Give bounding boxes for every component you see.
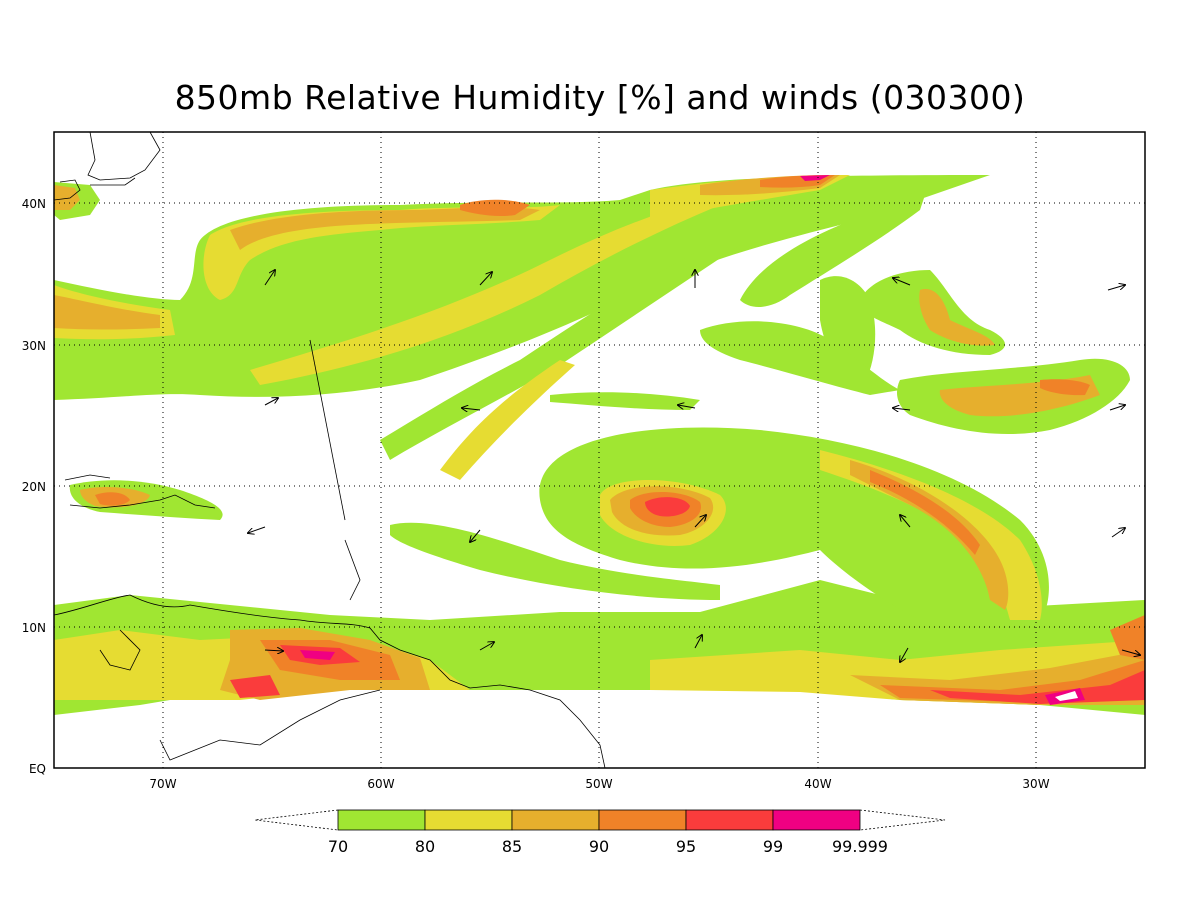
wind-arrow xyxy=(248,526,266,533)
wind-arrows xyxy=(248,270,1140,662)
colorbar-right-extension xyxy=(859,809,946,831)
colorbar: 70 80 85 90 95 99 99.999 xyxy=(254,809,946,856)
colorbar-label-99999: 99.999 xyxy=(832,837,888,856)
lat-axis: 40N 30N 20N 10N EQ xyxy=(22,197,46,776)
wind-arrow xyxy=(1107,285,1125,291)
colorbar-swatch xyxy=(772,809,861,831)
lon-axis: 70W 60W 50W 40W 30W xyxy=(149,777,1049,791)
colorbar-left-extension xyxy=(254,809,339,831)
colorbar-swatch xyxy=(511,809,600,831)
lat-label-eq: EQ xyxy=(29,762,46,776)
wind-arrow xyxy=(1121,649,1140,655)
colorbar-swatch xyxy=(598,809,687,831)
wind-arrow xyxy=(694,635,702,649)
wind-arrow xyxy=(900,515,911,528)
coastlines xyxy=(54,132,606,768)
lon-label-40w: 40W xyxy=(804,777,831,791)
lat-label-10n: 10N xyxy=(22,621,46,635)
wind-arrow xyxy=(479,272,492,286)
wind-arrow xyxy=(893,408,911,410)
colorbar-label-80: 80 xyxy=(415,837,435,856)
page-title: 850mb Relative Humidity [%] and winds (0… xyxy=(174,78,1026,117)
wind-arrow xyxy=(470,529,481,542)
colorbar-swatch xyxy=(685,809,774,831)
wind-arrow xyxy=(479,642,494,651)
wind-arrow xyxy=(462,408,481,410)
wind-arrow xyxy=(1109,405,1125,411)
wind-arrow xyxy=(694,515,706,528)
colorbar-label-95: 95 xyxy=(676,837,696,856)
wind-arrow xyxy=(900,647,909,662)
lat-label-40n: 40N xyxy=(22,197,46,211)
colorbar-label-85: 85 xyxy=(502,837,522,856)
lon-label-50w: 50W xyxy=(585,777,612,791)
wind-arrow xyxy=(1111,528,1125,538)
lat-label-30n: 30N xyxy=(22,339,46,353)
wind-arrow xyxy=(264,270,275,286)
colorbar-swatch xyxy=(337,809,426,831)
colorbar-label-70: 70 xyxy=(328,837,348,856)
graticule xyxy=(54,132,1145,768)
wind-arrow xyxy=(264,398,278,406)
wind-arrow xyxy=(264,650,283,651)
map-frame xyxy=(53,131,1146,769)
wind-arrow xyxy=(893,278,911,286)
wind-arrow xyxy=(678,405,696,408)
lat-label-20n: 20N xyxy=(22,480,46,494)
lon-label-70w: 70W xyxy=(149,777,176,791)
colorbar-label-90: 90 xyxy=(589,837,609,856)
lon-label-60w: 60W xyxy=(367,777,394,791)
colorbar-swatch xyxy=(424,809,513,831)
colorbar-label-99: 99 xyxy=(763,837,783,856)
lon-label-30w: 30W xyxy=(1022,777,1049,791)
